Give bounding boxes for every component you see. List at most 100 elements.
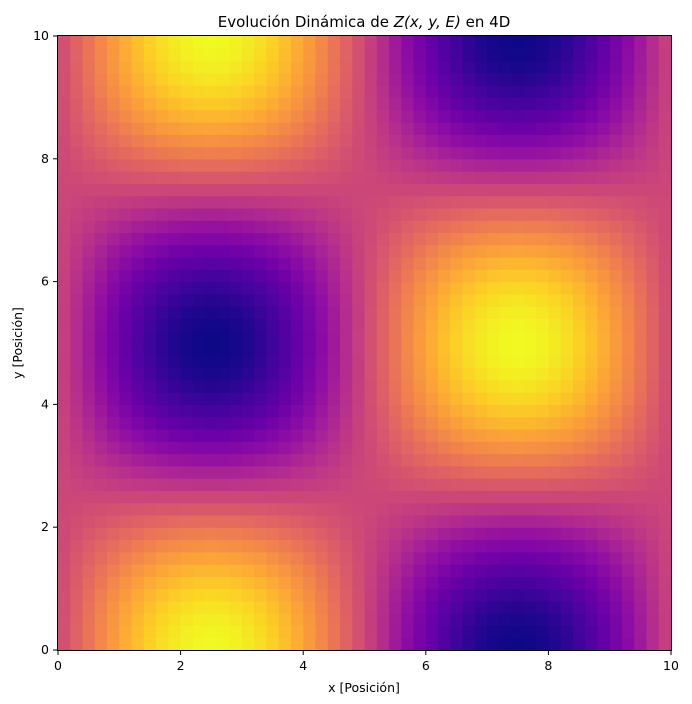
heatmap-cell [303, 183, 317, 197]
heatmap-cell [70, 502, 84, 516]
heatmap-cell [241, 72, 255, 86]
heatmap-cell [560, 637, 574, 651]
heatmap-cell [180, 514, 194, 528]
heatmap-cell [168, 306, 182, 320]
heatmap-cell [339, 171, 353, 184]
heatmap-cell [364, 478, 378, 491]
heatmap-cell [523, 514, 537, 528]
heatmap-cell [511, 478, 525, 491]
heatmap-cell [487, 551, 500, 565]
heatmap-cell [94, 343, 108, 356]
heatmap-cell [499, 613, 513, 627]
heatmap-cell [658, 527, 672, 541]
heatmap-cell [560, 514, 574, 528]
heatmap-cell [621, 490, 635, 504]
heatmap-cell [389, 72, 402, 86]
heatmap-cell [241, 121, 255, 135]
x-tick-label: 6 [422, 658, 430, 673]
heatmap-cell [266, 527, 280, 541]
heatmap-cell [621, 416, 635, 430]
heatmap-cell [425, 244, 439, 258]
heatmap-cell [290, 613, 304, 627]
heatmap-cell [401, 392, 415, 405]
heatmap-cell [474, 453, 488, 467]
heatmap-cell [523, 195, 537, 209]
heatmap-cell [339, 60, 353, 74]
heatmap-cell [548, 293, 562, 307]
heatmap-cell [572, 306, 586, 320]
heatmap-cell [646, 478, 660, 491]
heatmap-cell [205, 343, 218, 356]
heatmap-cell [450, 306, 464, 320]
heatmap-cell [450, 134, 464, 148]
heatmap-cell [290, 158, 304, 172]
heatmap-cell [560, 306, 574, 320]
heatmap-cell [499, 244, 513, 258]
y-axis-label: y [Posición] [10, 307, 25, 379]
heatmap-cell [634, 146, 648, 160]
heatmap-cell [303, 244, 317, 258]
heatmap-cell [290, 48, 304, 62]
heatmap-cell [205, 146, 218, 160]
heatmap-cell [278, 269, 292, 283]
heatmap-cell [217, 72, 231, 86]
heatmap-cell [646, 146, 660, 160]
heatmap-cell [241, 257, 255, 270]
heatmap-cell [499, 158, 513, 172]
heatmap-cell [168, 293, 182, 307]
heatmap-cell [217, 453, 231, 467]
heatmap-cell [425, 220, 439, 234]
heatmap-cell [217, 551, 231, 565]
heatmap-cell [241, 97, 255, 111]
heatmap-cell [511, 343, 525, 356]
heatmap-cell [646, 502, 660, 516]
heatmap-cell [156, 379, 169, 393]
heatmap-cell [523, 257, 537, 270]
heatmap-cell [217, 588, 231, 602]
heatmap-cell [487, 564, 500, 577]
heatmap-cell [560, 257, 574, 270]
heatmap-cell [107, 85, 120, 98]
heatmap-cell [658, 220, 672, 234]
heatmap-cell [523, 183, 537, 197]
heatmap-cell [401, 158, 415, 172]
heatmap-cell [413, 502, 427, 516]
heatmap-cell [597, 428, 611, 442]
heatmap-cell [352, 121, 366, 135]
heatmap-cell [303, 109, 317, 123]
heatmap-cell [474, 97, 488, 111]
heatmap-cell [609, 244, 623, 258]
heatmap-cell [94, 355, 108, 369]
heatmap-cell [487, 539, 500, 553]
heatmap-cell [327, 134, 341, 148]
heatmap-cell [131, 97, 145, 111]
heatmap-cell [364, 306, 378, 320]
heatmap-cell [548, 637, 562, 651]
heatmap-cell [119, 441, 133, 455]
heatmap-cell [548, 428, 562, 442]
heatmap-cell [364, 293, 378, 307]
heatmap-cell [572, 355, 586, 369]
heatmap-cell [474, 355, 488, 369]
heatmap-cell [143, 146, 157, 160]
heatmap-cell [499, 416, 513, 430]
heatmap-cell [107, 343, 120, 356]
heatmap-cell [536, 392, 549, 405]
heatmap-cell [315, 158, 329, 172]
heatmap-cell [621, 637, 635, 651]
heatmap-cell [303, 220, 317, 234]
heatmap-cell [413, 539, 427, 553]
heatmap-cell [303, 514, 317, 528]
heatmap-cell [217, 330, 231, 344]
heatmap-cell [339, 97, 353, 111]
heatmap-cell [58, 330, 71, 344]
heatmap-cell [70, 600, 84, 614]
heatmap-cell [511, 625, 525, 639]
heatmap-cell [180, 72, 194, 86]
heatmap-cell [143, 392, 157, 405]
heatmap-cell [511, 527, 525, 541]
heatmap-cell [131, 318, 145, 332]
heatmap-cell [303, 330, 317, 344]
heatmap-cell [143, 281, 157, 295]
heatmap-cell [487, 441, 500, 455]
